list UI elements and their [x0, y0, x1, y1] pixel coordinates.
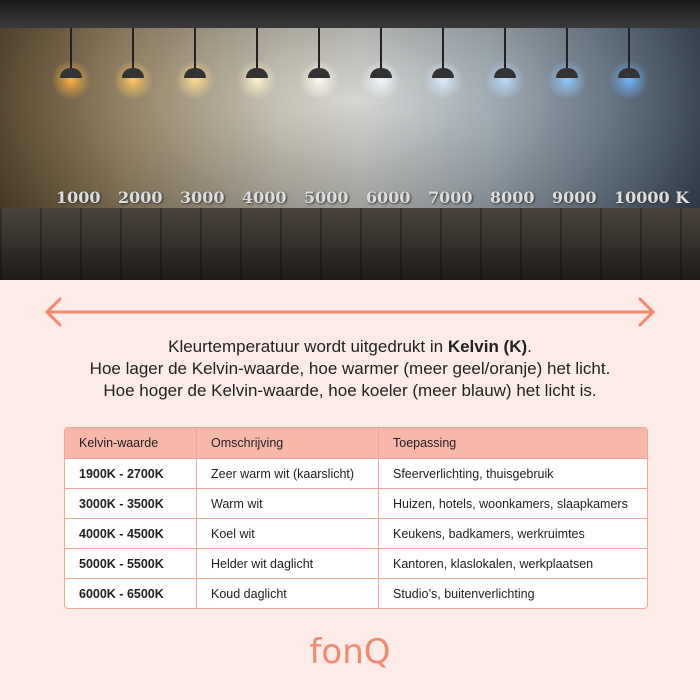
- kelvin-label: 4000: [242, 188, 287, 207]
- pendant-lamp: [618, 28, 640, 78]
- description-cell: Helder wit daglicht: [197, 549, 379, 578]
- color-temperature-photo: 1000 2000 3000 4000 5000 6000 7000 8000 9000 1000…: [0, 0, 700, 280]
- kelvin-label: 5000: [304, 188, 349, 207]
- fonq-logo: fonQ: [309, 632, 391, 672]
- pendant-lamp: [184, 28, 206, 78]
- description-cell: Koel wit: [197, 519, 379, 548]
- pendant-lamp: [370, 28, 392, 78]
- pendant-lamp: [60, 28, 82, 78]
- intro-line2: Hoe lager de Kelvin-waarde, hoe warmer (…: [89, 359, 611, 378]
- application-cell: Sfeerverlichting, thuisgebruik: [393, 466, 554, 481]
- description-cell: Koud daglicht: [197, 579, 379, 608]
- intro-line1: Kleurtemperatuur wordt uitgedrukt in: [168, 337, 448, 356]
- intro-line1-suffix: .: [527, 337, 532, 356]
- table-row: 4000K - 4500K Koel wit Keukens, badkamers,…: [65, 518, 647, 548]
- application-cell: Studio’s, buitenverlichting: [393, 586, 535, 601]
- header-description: Omschrijving: [197, 428, 379, 458]
- kelvin-label: 9000: [552, 188, 597, 207]
- table-row: 5000K - 5500K Helder wit daglicht Kantoren…: [65, 548, 647, 578]
- table-row: 3000K - 3500K Warm wit Huizen, hotels, woo…: [65, 488, 647, 518]
- pendant-lamp: [122, 28, 144, 78]
- kelvin-cell: 1900K - 2700K: [65, 459, 197, 488]
- kelvin-label: 2000: [118, 188, 163, 207]
- kelvin-cell: 3000K - 3500K: [65, 489, 197, 518]
- double-arrow-icon: [44, 297, 656, 327]
- header-application: Toepassing: [393, 436, 457, 450]
- description-cell: Warm wit: [197, 489, 379, 518]
- kelvin-label: 10000 K: [614, 188, 690, 207]
- kelvin-label: 3000: [180, 188, 225, 207]
- application-cell: Keukens, badkamers, werkruimtes: [393, 526, 585, 541]
- kelvin-cell: 6000K - 6500K: [65, 579, 197, 608]
- intro-line3: Hoe hoger de Kelvin-waarde, hoe koeler (…: [103, 381, 597, 400]
- table-row: 6000K - 6500K Koud daglicht Studio’s, buit…: [65, 578, 647, 608]
- pendant-lamp: [246, 28, 268, 78]
- pendant-lamp: [432, 28, 454, 78]
- ceiling: [0, 0, 700, 28]
- pendant-lamp: [308, 28, 330, 78]
- table-row: 1900K - 2700K Zeer warm wit (kaarslicht) S…: [65, 458, 647, 488]
- description-cell: Zeer warm wit (kaarslicht): [197, 459, 379, 488]
- intro-text: Kleurtemperatuur wordt uitgedrukt in Kel…: [0, 336, 700, 402]
- kelvin-bold: Kelvin (K): [447, 337, 528, 356]
- table-header: Kelvin-waarde Omschrijving Toepassing: [65, 428, 647, 458]
- kelvin-cell: 4000K - 4500K: [65, 519, 197, 548]
- pendant-lamp: [494, 28, 516, 78]
- pendant-lamp: [556, 28, 578, 78]
- wall: [0, 28, 700, 208]
- floor: [0, 208, 700, 280]
- application-cell: Kantoren, klaslokalen, werkplaatsen: [393, 556, 594, 571]
- header-kelvin: Kelvin-waarde: [65, 428, 197, 458]
- kelvin-cell: 5000K - 5500K: [65, 549, 197, 578]
- application-cell: Huizen, hotels, woonkamers, slaapkamers: [393, 496, 628, 511]
- kelvin-table: Kelvin-waarde Omschrijving Toepassing 19…: [64, 427, 648, 609]
- kelvin-label: 8000: [490, 188, 535, 207]
- kelvin-label: 1000: [56, 188, 101, 207]
- kelvin-label: 7000: [428, 188, 473, 207]
- kelvin-label: 6000: [366, 188, 411, 207]
